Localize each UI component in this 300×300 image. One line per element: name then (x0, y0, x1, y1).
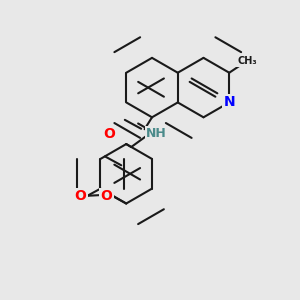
Text: NH: NH (146, 127, 167, 140)
Text: O: O (103, 127, 115, 141)
Text: O: O (100, 189, 112, 203)
Text: O: O (75, 189, 86, 203)
Text: CH₃: CH₃ (237, 56, 257, 66)
Text: N: N (224, 95, 235, 110)
